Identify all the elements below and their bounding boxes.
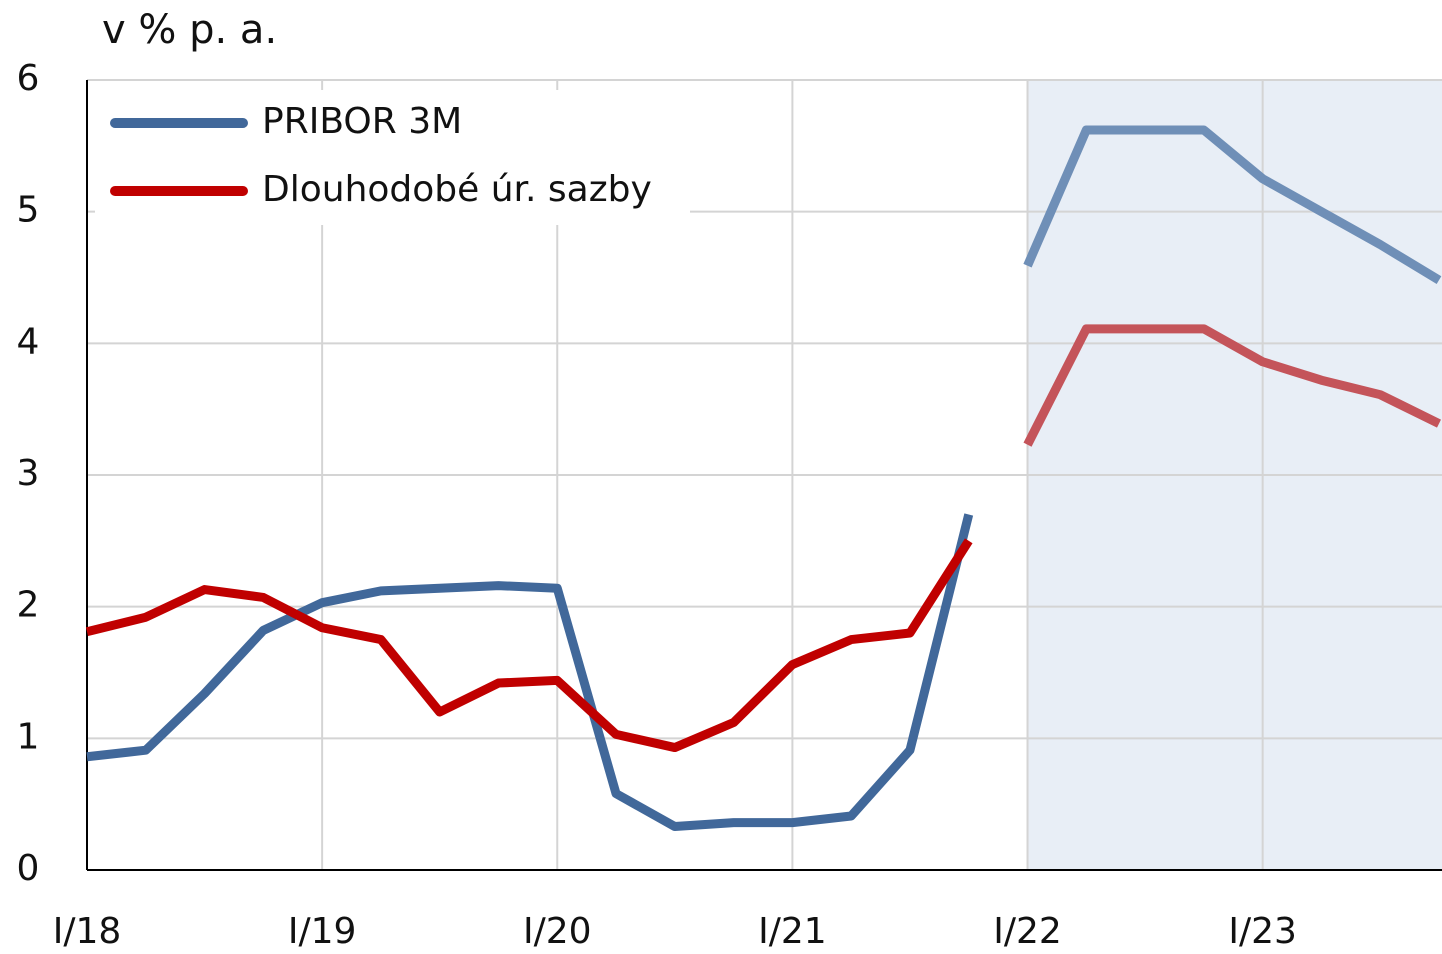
series-line: [85, 538, 973, 753]
y-axis-label: v % p. a.: [102, 7, 277, 53]
y-tick-label: 2: [17, 585, 40, 626]
legend-label: PRIBOR 3M: [262, 101, 462, 142]
y-tick-label: 3: [17, 453, 40, 494]
legend-box: [95, 90, 690, 225]
y-tick-label: 5: [17, 190, 40, 231]
y-tick-label: 1: [17, 716, 40, 757]
x-tick-label: I/21: [758, 911, 827, 952]
series-line-forecast: [1023, 125, 1442, 284]
x-tick-label: I/23: [1228, 911, 1297, 952]
x-tick-label: I/18: [53, 911, 122, 952]
x-tick-label: I/20: [523, 911, 592, 952]
legend-label: Dlouhodobé úr. sazby: [262, 169, 652, 210]
series-line-forecast: [1023, 324, 1441, 447]
y-tick-label: 0: [17, 848, 40, 889]
x-tick-label: I/22: [993, 911, 1062, 952]
y-tick-label: 6: [17, 58, 40, 99]
x-tick-label: I/19: [288, 911, 357, 952]
series-line: [86, 513, 974, 832]
y-tick-label: 4: [17, 321, 40, 362]
